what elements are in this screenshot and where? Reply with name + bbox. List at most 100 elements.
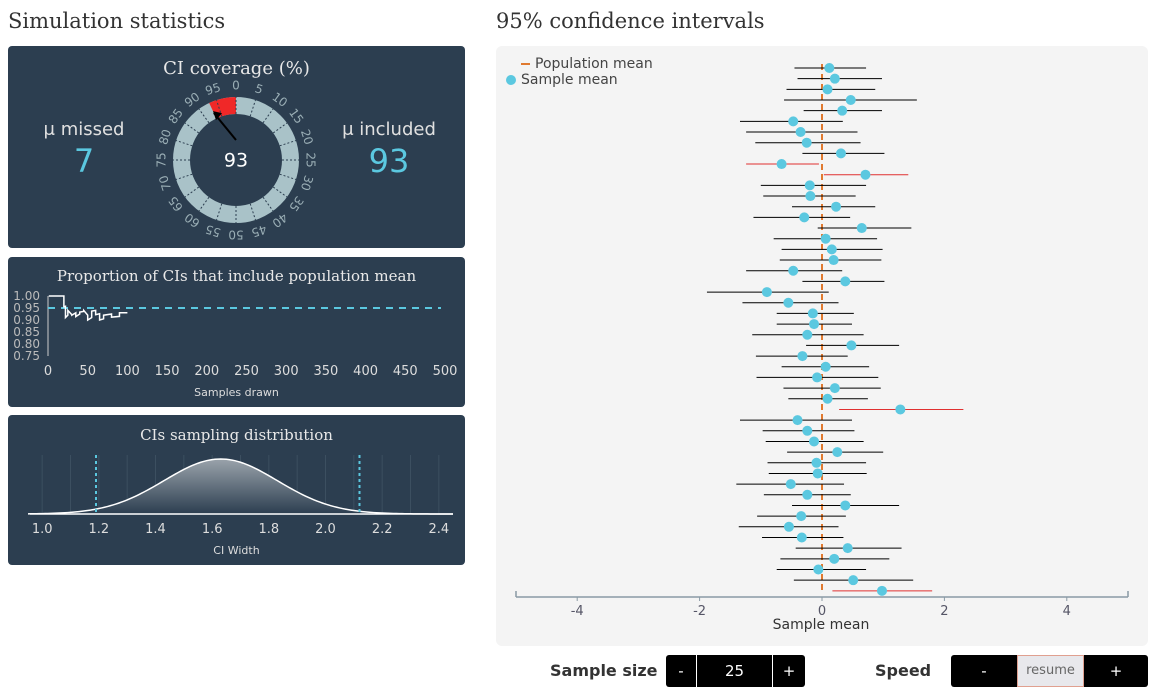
proportion-panel: Proportion of CIs that include populatio…	[8, 257, 465, 407]
gauge-tick-label: 35	[286, 193, 306, 214]
speed-increment-button[interactable]: +	[1084, 655, 1148, 687]
prop-x-tick: 50	[79, 364, 96, 379]
simulation-statistics-heading: Simulation statistics	[8, 9, 226, 33]
ci-sample-mean-point	[802, 425, 813, 436]
ci-sample-mean-point	[895, 404, 906, 415]
prop-x-tick: 500	[433, 364, 458, 379]
prop-y-tick: 0.90	[13, 313, 40, 327]
gauge-tick-label: 60	[182, 210, 203, 230]
resume-button[interactable]: resume	[1017, 655, 1084, 687]
gauge-tick-label: 25	[304, 152, 318, 167]
ci-sample-mean-point	[796, 532, 807, 543]
gauge-tick	[216, 99, 223, 117]
dist-x-tick: 2.4	[428, 522, 449, 537]
ci-sample-mean-point	[788, 116, 799, 127]
gauge-tick	[262, 108, 274, 124]
prop-x-tick: 150	[155, 364, 180, 379]
gauge-tick-label: 10	[269, 90, 290, 110]
ci-sample-mean-point	[809, 319, 820, 330]
gauge-tick-label: 20	[298, 128, 316, 147]
ci-sample-mean-point	[807, 308, 818, 319]
sample-size-decrement-button[interactable]: -	[666, 655, 696, 687]
sample-size-label: Sample size	[550, 661, 658, 680]
gauge-tick	[249, 203, 256, 221]
ci-sample-mean-point	[840, 500, 851, 511]
speed-decrement-button[interactable]: -	[951, 655, 1017, 687]
sampling-panel: CIs sampling distribution 1.0 1.2 1.4 1.6 1.…	[8, 415, 465, 565]
ci-sample-mean-point	[837, 105, 848, 116]
gauge-tick	[175, 140, 193, 147]
ci-sample-mean-point	[820, 233, 831, 244]
sample-size-input[interactable]: 25	[697, 655, 772, 687]
ci-x-tick: 2	[940, 604, 948, 619]
gauge-tick-label: 70	[156, 174, 174, 193]
ci-sample-mean-point	[812, 372, 823, 383]
sampling-title: CIs sampling distribution	[140, 426, 333, 444]
ci-sample-mean-point	[831, 201, 842, 212]
prop-x-tick: 350	[313, 364, 338, 379]
dist-area	[28, 459, 453, 514]
gauge-tick	[216, 203, 223, 221]
gauge-tick-label: 75	[155, 152, 169, 167]
dist-curve	[27, 458, 454, 515]
dist-x-tick: 1.4	[145, 522, 166, 537]
gauge-tick-label: 5	[253, 81, 265, 97]
gauge-tick-label: 0	[232, 79, 240, 93]
gauge-tick	[184, 122, 200, 134]
prop-x-tick: 250	[234, 364, 259, 379]
ci-sample-mean-point	[822, 393, 833, 404]
gauge-center	[191, 115, 281, 205]
ci-chart-area: -4 -2 0 2 4 Population mean Sample mean Samp…	[496, 46, 1148, 646]
ci-x-tick: 0	[818, 604, 826, 619]
ci-sample-mean-point	[846, 340, 857, 351]
sample-size-increment-button[interactable]: +	[773, 655, 805, 687]
dist-x-tick: 1.0	[32, 522, 53, 537]
ci-sample-mean-point	[795, 127, 806, 138]
gauge-tick	[279, 140, 297, 147]
gauge-tick	[272, 122, 288, 134]
ci-sample-mean-point	[829, 383, 840, 394]
ci-sample-mean-point	[801, 137, 812, 148]
ci-sample-mean-point	[804, 180, 815, 191]
gauge-tick	[249, 99, 256, 117]
ci-sample-mean-point	[856, 223, 867, 234]
prop-y-tick: 0.75	[13, 349, 40, 363]
legend-population-marker	[521, 63, 530, 65]
ci-sample-mean-point	[820, 361, 831, 372]
ci-sample-mean-point	[792, 415, 803, 426]
gauge-tick-label: 45	[250, 222, 269, 240]
legend-population-mean: Population mean	[521, 56, 653, 72]
dist-x-tick: 2.0	[315, 522, 336, 537]
ci-x-tick: 4	[1063, 604, 1071, 619]
sampling-xlabel: CI Width	[213, 544, 260, 557]
gauge-tick	[198, 196, 210, 212]
ci-sample-mean-point	[809, 436, 820, 447]
gauge-tick-label: 90	[182, 90, 203, 110]
ci-sample-mean-point	[829, 553, 840, 564]
prop-x-tick: 200	[194, 364, 219, 379]
legend-population-label: Population mean	[535, 56, 653, 72]
ci-sample-mean-point	[848, 575, 859, 586]
gauge-tick-label: 65	[166, 193, 186, 214]
ci-sample-mean-point	[840, 276, 851, 287]
ci-sample-mean-point	[785, 479, 796, 490]
gauge-tick-label: 15	[286, 106, 306, 127]
gauge-tick-label: 40	[269, 210, 290, 230]
gauge-value: 93	[224, 150, 248, 172]
ci-sample-mean-point	[783, 297, 794, 308]
ci-sample-mean-point	[761, 287, 772, 298]
ci-sample-mean-point	[783, 521, 794, 532]
gauge-tick	[262, 196, 274, 212]
mu-missed-label: μ missed	[43, 119, 125, 140]
ci-sample-mean-point	[812, 468, 823, 479]
gauge-tick	[279, 173, 297, 180]
proportion-chart: 1.000.950.900.850.800.75 0 50 100 150 200 250 3…	[13, 289, 458, 379]
ci-sample-mean-point	[842, 543, 853, 554]
ci-sample-mean-point	[796, 511, 807, 522]
ci-x-tick: -2	[693, 604, 706, 619]
gauge-tick-label: 85	[166, 106, 186, 127]
ci-sample-mean-point	[828, 255, 839, 266]
prop-x-tick: 450	[393, 364, 418, 379]
proportion-xlabel: Samples drawn	[194, 386, 279, 399]
